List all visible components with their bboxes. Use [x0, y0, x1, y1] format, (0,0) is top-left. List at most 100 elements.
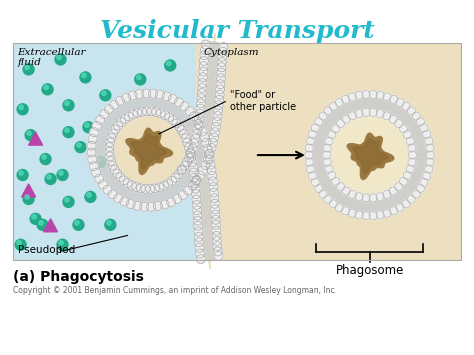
Circle shape	[126, 200, 135, 209]
Circle shape	[140, 202, 149, 211]
Circle shape	[15, 239, 26, 250]
Circle shape	[114, 121, 123, 130]
Circle shape	[427, 151, 434, 159]
Circle shape	[198, 78, 207, 88]
Circle shape	[369, 91, 377, 98]
Circle shape	[116, 97, 124, 105]
Circle shape	[209, 138, 217, 147]
Circle shape	[193, 216, 202, 225]
Circle shape	[195, 243, 204, 252]
Circle shape	[355, 110, 363, 118]
Circle shape	[197, 94, 206, 103]
Circle shape	[133, 201, 142, 210]
Circle shape	[408, 144, 416, 152]
Circle shape	[193, 125, 202, 133]
Circle shape	[402, 200, 410, 208]
Circle shape	[213, 111, 222, 120]
Circle shape	[195, 171, 204, 180]
Circle shape	[348, 93, 356, 101]
Circle shape	[192, 129, 201, 138]
Circle shape	[309, 130, 317, 138]
Circle shape	[211, 210, 220, 219]
Circle shape	[383, 93, 391, 101]
Circle shape	[407, 107, 415, 115]
Circle shape	[178, 165, 187, 174]
Polygon shape	[189, 34, 215, 184]
Circle shape	[212, 231, 221, 240]
Circle shape	[305, 151, 313, 159]
Circle shape	[179, 129, 188, 138]
Circle shape	[426, 144, 434, 152]
Circle shape	[199, 61, 208, 71]
Bar	[195, 43, 461, 260]
Circle shape	[104, 105, 113, 114]
Circle shape	[201, 40, 210, 49]
Circle shape	[195, 109, 204, 118]
Text: Pseudopod: Pseudopod	[18, 245, 75, 255]
Circle shape	[315, 118, 323, 126]
Circle shape	[137, 75, 141, 80]
Circle shape	[390, 95, 398, 103]
Circle shape	[63, 100, 74, 111]
Circle shape	[342, 95, 349, 103]
Circle shape	[332, 125, 340, 133]
Text: "Food" or
other particle: "Food" or other particle	[230, 90, 296, 112]
Circle shape	[187, 153, 196, 162]
Circle shape	[218, 58, 227, 67]
Circle shape	[165, 113, 174, 122]
Circle shape	[147, 107, 156, 116]
Circle shape	[85, 123, 89, 127]
Circle shape	[124, 112, 133, 121]
Circle shape	[395, 120, 402, 127]
Circle shape	[209, 177, 218, 186]
Circle shape	[105, 143, 114, 152]
Text: (a) Phagocytosis: (a) Phagocytosis	[13, 270, 144, 284]
Circle shape	[133, 108, 142, 117]
Circle shape	[17, 241, 21, 245]
Circle shape	[189, 168, 198, 177]
Circle shape	[213, 242, 222, 251]
Circle shape	[88, 155, 97, 164]
Circle shape	[348, 209, 356, 217]
Circle shape	[211, 220, 220, 229]
Circle shape	[175, 122, 184, 131]
Circle shape	[204, 149, 213, 158]
Circle shape	[196, 104, 205, 113]
Circle shape	[107, 133, 116, 142]
Circle shape	[362, 212, 370, 220]
Circle shape	[197, 89, 206, 98]
Circle shape	[355, 193, 363, 201]
Circle shape	[40, 154, 51, 165]
Circle shape	[369, 108, 377, 116]
Circle shape	[332, 178, 340, 185]
Circle shape	[120, 197, 129, 206]
Circle shape	[200, 51, 209, 60]
Circle shape	[116, 173, 125, 182]
Text: Phagosome: Phagosome	[336, 264, 404, 277]
Circle shape	[425, 137, 433, 145]
Circle shape	[188, 144, 197, 153]
Circle shape	[184, 143, 193, 152]
Circle shape	[319, 190, 327, 198]
Circle shape	[159, 181, 168, 190]
Circle shape	[192, 116, 201, 125]
Circle shape	[177, 126, 186, 135]
Circle shape	[325, 165, 333, 173]
Circle shape	[420, 178, 428, 186]
Circle shape	[82, 73, 86, 78]
Circle shape	[122, 93, 130, 102]
Circle shape	[423, 172, 431, 180]
Circle shape	[309, 172, 317, 180]
Circle shape	[348, 190, 356, 198]
Circle shape	[63, 127, 74, 138]
Circle shape	[180, 102, 189, 111]
Circle shape	[185, 106, 194, 116]
Text: Copyright © 2001 Benjamin Cummings, an imprint of Addison Wesley Longman, Inc.: Copyright © 2001 Benjamin Cummings, an i…	[13, 285, 337, 295]
Circle shape	[80, 72, 91, 83]
Circle shape	[196, 255, 205, 263]
Bar	[13, 43, 195, 260]
Circle shape	[191, 184, 200, 193]
Polygon shape	[182, 41, 224, 181]
Circle shape	[201, 45, 210, 54]
Circle shape	[19, 105, 23, 109]
